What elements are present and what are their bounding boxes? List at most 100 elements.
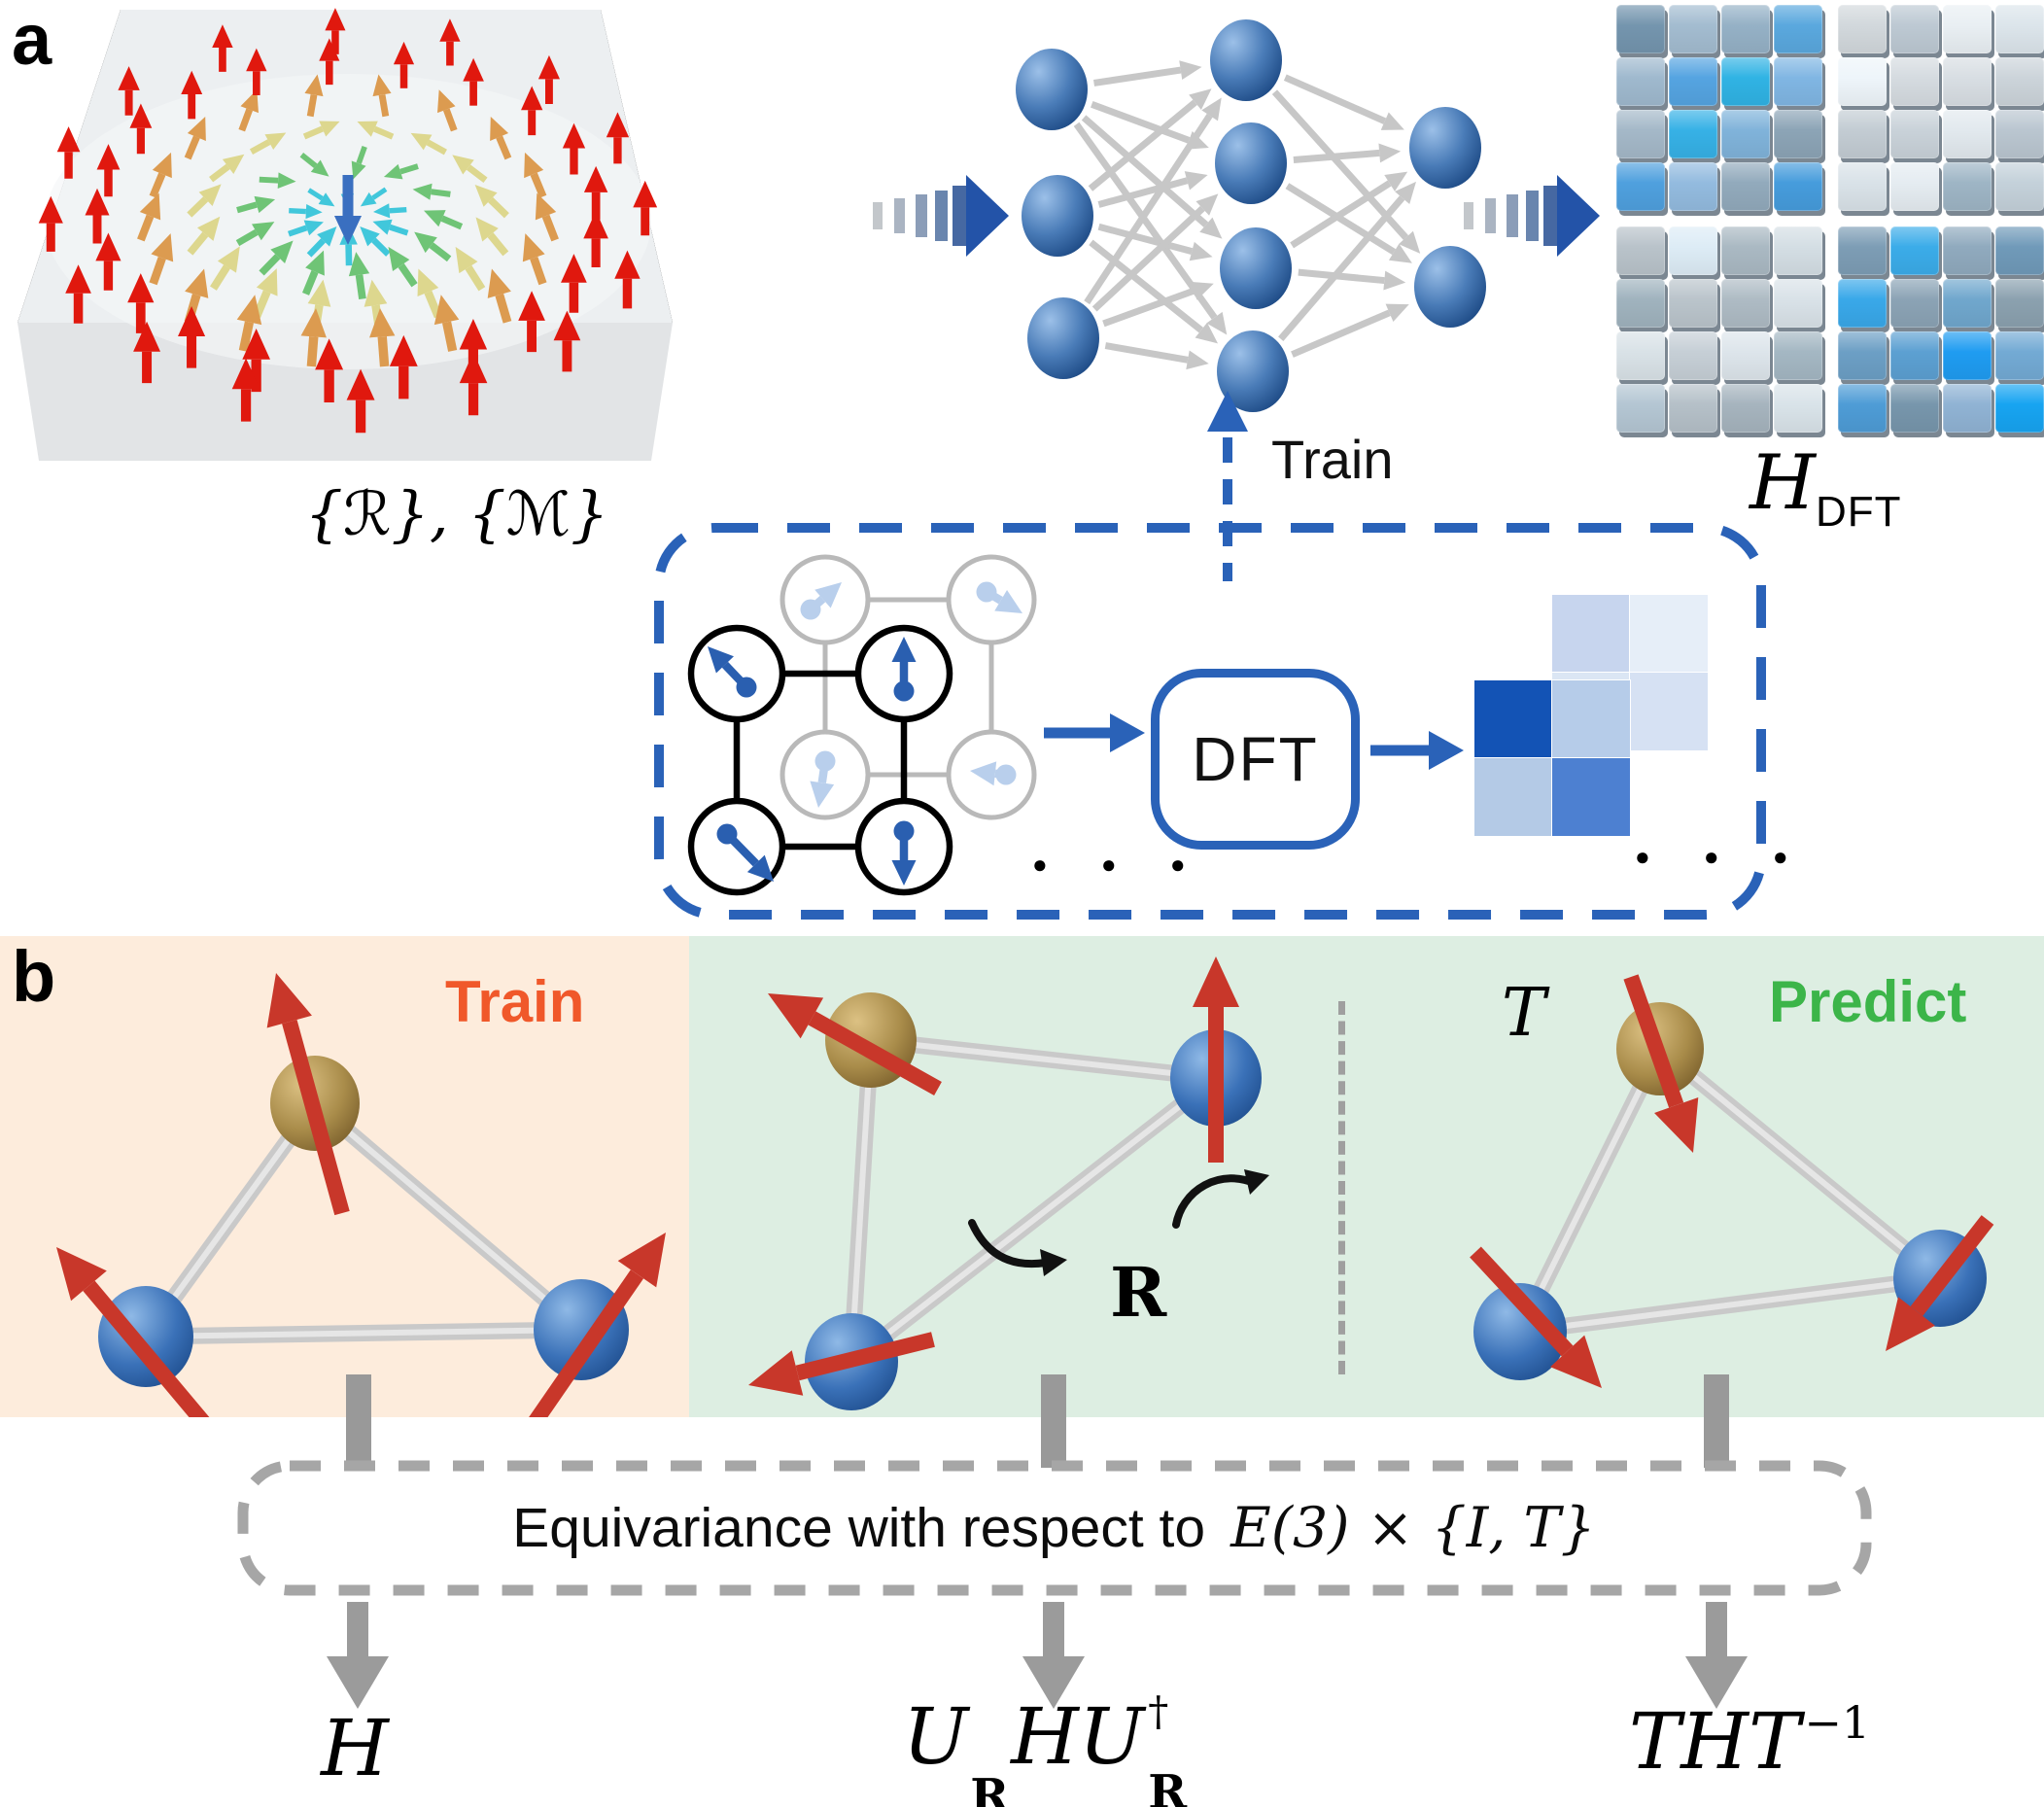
heatmap-tile xyxy=(1616,279,1665,328)
heatmap-tile xyxy=(1890,5,1939,53)
front-spin-icon xyxy=(716,823,774,882)
heatmap-tile xyxy=(1943,110,1992,158)
heatmap-tile xyxy=(1774,162,1822,211)
ellipsis-matrix: ● ● ● xyxy=(1635,842,1812,871)
spin-arrow-icon xyxy=(1623,974,1699,1153)
arrow-to-matrix-icon xyxy=(1370,731,1464,770)
heatmap-tile xyxy=(1721,279,1770,328)
time-reversed-hamiltonian-formula: T H T −1 xyxy=(1575,1696,1924,1787)
heatmap-tile xyxy=(1669,226,1717,275)
equivariance-box xyxy=(237,1460,1872,1596)
heatmap-tile xyxy=(1943,5,1992,53)
matrix-cell xyxy=(1630,673,1708,750)
heatmap-tile xyxy=(1838,279,1887,328)
matrix-cell xyxy=(1552,758,1630,836)
dft-hamiltonian-sample xyxy=(1474,595,1708,838)
spin-arrow-icon xyxy=(529,1233,666,1417)
heatmap-tile xyxy=(1943,384,1992,433)
spin-arrow-icon xyxy=(266,973,350,1216)
heatmap-tile xyxy=(1669,162,1717,211)
down-arrow-icon xyxy=(1685,1602,1748,1709)
matrix-cell xyxy=(1552,680,1630,758)
heatmap-tile xyxy=(1774,384,1822,433)
spin-lattice xyxy=(687,554,1037,896)
spin-arrow-icon xyxy=(768,993,942,1095)
equivariance-group: E(3) × {I, T} xyxy=(1230,1495,1596,1560)
connector-bar xyxy=(346,1374,371,1468)
back-spin-icon xyxy=(976,581,1022,613)
heatmap-tile xyxy=(1838,226,1887,275)
heatmap-tile xyxy=(1838,5,1887,53)
heatmap-tile xyxy=(1943,279,1992,328)
input-dashed-arrow-icon xyxy=(873,175,1009,257)
heatmap-tile xyxy=(1721,384,1770,433)
heatmap-tile xyxy=(1943,226,1992,275)
heatmap-tile xyxy=(1890,57,1939,106)
panel-divider xyxy=(1338,1001,1345,1374)
heatmap-tile xyxy=(1774,57,1822,106)
front-spin-icon xyxy=(891,820,917,886)
heatmap-tile xyxy=(1995,279,2044,328)
rotation-arc-icon xyxy=(1172,1174,1258,1229)
heatmap-tile xyxy=(1838,331,1887,380)
matrix-cell xyxy=(1630,595,1708,673)
heatmap-tile xyxy=(1995,162,2044,211)
heatmap-tile xyxy=(1669,110,1717,158)
heatmap-tile xyxy=(1995,110,2044,158)
heatmap-tile xyxy=(1721,57,1770,106)
t-symbol: T xyxy=(1748,1696,1801,1787)
heatmap-tile xyxy=(1995,5,2044,53)
h-symbol: H xyxy=(1750,439,1817,527)
heatmap-tile xyxy=(1721,226,1770,275)
skyrmion-spin-texture xyxy=(17,8,673,461)
u-symbol: U xyxy=(1078,1691,1145,1782)
dft-label: DFT xyxy=(1192,724,1319,794)
heatmap-tile xyxy=(1616,226,1665,275)
time-reversal-symbol: T xyxy=(1502,975,1546,1052)
connector-bar xyxy=(1704,1374,1729,1468)
heatmap-tile xyxy=(1616,331,1665,380)
heatmap-tile xyxy=(1721,5,1770,53)
heatmap-tile xyxy=(1774,226,1822,275)
rotation-symbol: R xyxy=(1110,1252,1167,1333)
spin-arrow-icon xyxy=(56,1247,210,1417)
heatmap-tile xyxy=(1995,226,2044,275)
tray-front-face xyxy=(17,323,673,461)
hamiltonian-heatmap xyxy=(1616,5,2044,433)
heatmap-tile xyxy=(1838,57,1887,106)
heatmap-tile xyxy=(1890,162,1939,211)
heatmap-tile xyxy=(1669,331,1717,380)
predict-heading: Predict xyxy=(1769,969,1967,1034)
predict-molecule xyxy=(1470,974,1994,1388)
front-spin-icon xyxy=(891,637,917,702)
heatmap-tile xyxy=(1838,384,1887,433)
heatmap-tile xyxy=(1721,331,1770,380)
rotated-hamiltonian-formula: U R H U † R xyxy=(836,1691,1254,1807)
down-arrow-icon xyxy=(1022,1602,1085,1709)
panel-a-label: a xyxy=(12,0,52,80)
ellipsis-lattice: ● ● ● xyxy=(1032,850,1209,879)
heatmap-tile xyxy=(1890,384,1939,433)
spin-arrow-icon xyxy=(1470,1246,1602,1388)
matrix-cell xyxy=(1474,680,1552,758)
output-dashed-arrow-icon xyxy=(1464,175,1600,257)
spin-arrows xyxy=(38,8,658,434)
back-spin-icon xyxy=(810,750,836,808)
rotation-arc-icon xyxy=(968,1219,1050,1268)
train-molecule xyxy=(56,973,666,1417)
matrix-cell xyxy=(1474,758,1552,836)
train-arrow-label: Train xyxy=(1271,429,1394,490)
hamiltonian-formula: H xyxy=(272,1703,437,1793)
heatmap-tile xyxy=(1669,384,1717,433)
h-symbol: H xyxy=(321,1703,389,1793)
train-heading: Train xyxy=(445,969,585,1034)
matrix-cell xyxy=(1552,595,1630,673)
heatmap-tile xyxy=(1943,57,1992,106)
spin-arrow-icon xyxy=(1886,1215,1994,1351)
heatmap-tile xyxy=(1995,57,2044,106)
heatmap-tile xyxy=(1616,162,1665,211)
heatmap-tile xyxy=(1890,331,1939,380)
heatmap-tile xyxy=(1721,162,1770,211)
heatmap-tile xyxy=(1890,226,1939,275)
